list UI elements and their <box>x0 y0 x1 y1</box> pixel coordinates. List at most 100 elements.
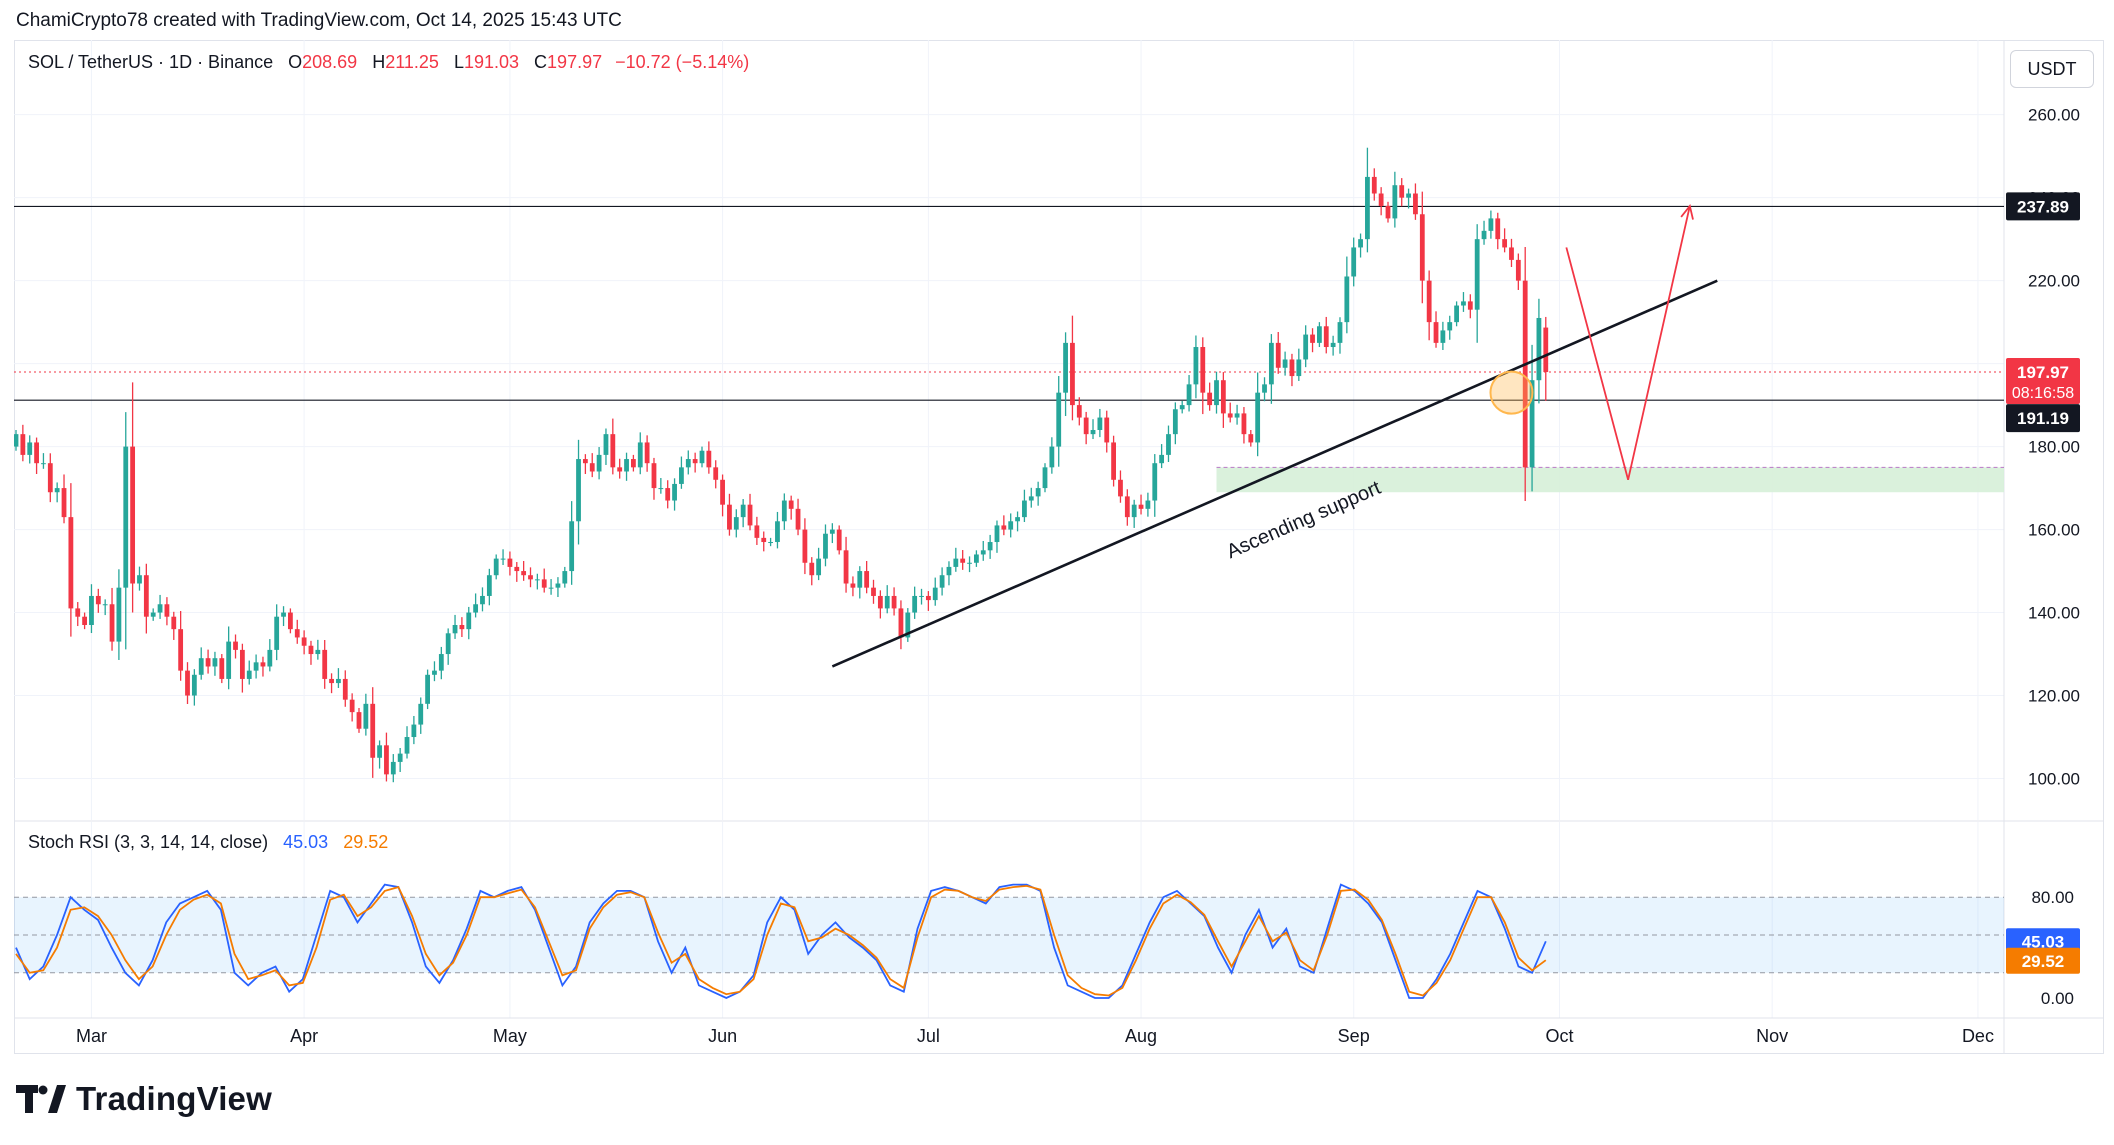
candle-body <box>1193 347 1199 385</box>
candle-body <box>1385 205 1391 219</box>
candle-body <box>246 670 252 679</box>
candle-body <box>1262 384 1267 393</box>
candle-body <box>1515 259 1521 281</box>
candle-body <box>871 587 876 596</box>
candle-body <box>1138 504 1144 509</box>
candle-body <box>802 529 808 563</box>
tradingview-brand: TradingView <box>16 1080 272 1118</box>
candle-body <box>1378 193 1384 206</box>
candle-body <box>1351 247 1357 277</box>
candle-body <box>336 678 341 684</box>
candle-body <box>932 587 938 601</box>
candle-body <box>953 558 959 567</box>
candle-body <box>836 529 842 551</box>
candle-body <box>157 604 163 613</box>
candle-body <box>1118 479 1123 497</box>
candle-body <box>178 629 184 671</box>
close-label: C <box>534 52 548 72</box>
stoch-rsi-tick-label: 0.00 <box>2041 989 2074 1008</box>
currency-button[interactable]: USDT <box>2010 50 2094 88</box>
projection-arrowhead <box>1680 203 1694 220</box>
candle-body <box>1330 342 1336 348</box>
candle-body <box>905 612 911 638</box>
candle-body <box>610 434 616 468</box>
symbol-legend[interactable]: SOL / TetherUS · 1D · Binance O208.69 H2… <box>28 52 749 73</box>
candle-body <box>980 550 986 555</box>
candle-body <box>1495 218 1501 240</box>
candle-body <box>1214 380 1219 406</box>
candle-body <box>617 467 623 472</box>
price-tag-last-label: 197.97 <box>2017 363 2069 382</box>
price-tick-label: 120.00 <box>2028 687 2080 706</box>
candle-body <box>390 761 396 775</box>
time-tick-label: May <box>493 1026 527 1046</box>
candle-body <box>548 587 554 589</box>
candle-body <box>226 641 232 679</box>
candle-body <box>301 637 307 646</box>
candle-body <box>75 608 81 617</box>
candle-body <box>823 533 828 559</box>
candle-body <box>569 521 575 572</box>
candle-body <box>541 579 547 588</box>
candle-body <box>1268 342 1274 385</box>
candle-body <box>109 604 115 642</box>
candle-body <box>466 612 472 630</box>
candle-body <box>740 504 746 518</box>
ascending-support-trendline <box>831 279 1718 668</box>
candle-body <box>1022 500 1027 518</box>
support-zone-rect <box>1216 467 2004 493</box>
candle-body <box>1447 322 1453 331</box>
symbol-name: SOL / TetherUS · 1D · Binance <box>28 52 274 72</box>
candle-body <box>1454 305 1459 323</box>
candle-body <box>288 612 293 630</box>
candle-body <box>747 504 753 526</box>
candle-body <box>912 595 918 613</box>
candle-body <box>1344 276 1350 323</box>
candle-body <box>89 595 94 625</box>
price-tag-resistance-label: 237.89 <box>2017 197 2069 216</box>
candle-body <box>967 562 972 564</box>
candle-body <box>1481 230 1487 240</box>
candle-body <box>1001 525 1007 530</box>
time-tick-label: Nov <box>1756 1026 1788 1046</box>
projection-path <box>1565 205 1691 481</box>
candle-body <box>294 629 300 638</box>
candle-body <box>1289 359 1295 377</box>
time-tick-label: Aug <box>1125 1026 1157 1046</box>
candle-body <box>720 479 725 505</box>
candle-body <box>1124 496 1130 518</box>
candle-body <box>891 595 897 609</box>
candle-body <box>1049 446 1055 468</box>
candle-body <box>349 699 355 713</box>
candle-body <box>363 703 369 729</box>
candle-body <box>486 575 492 596</box>
candle-body <box>185 670 190 696</box>
candle-body <box>987 542 993 551</box>
candle-body <box>665 488 671 501</box>
candle-body <box>1179 405 1185 410</box>
stoch-d-tag-label: 29.52 <box>2022 952 2065 971</box>
candle-body <box>130 446 136 584</box>
candle-body <box>596 454 602 472</box>
candle-body <box>1145 500 1151 509</box>
candle-body <box>61 488 67 518</box>
candle-body <box>473 604 479 613</box>
time-tick-label: Jul <box>917 1026 940 1046</box>
candle-body <box>1008 521 1014 530</box>
candle-body <box>137 575 142 584</box>
candle-body <box>528 575 533 580</box>
candle-body <box>1303 334 1309 360</box>
candle-body <box>877 595 883 609</box>
candle-body <box>377 745 382 758</box>
candle-body <box>781 500 787 522</box>
candle-body <box>1337 322 1343 343</box>
candle-body <box>534 579 540 581</box>
stoch-rsi-legend[interactable]: Stoch RSI (3, 3, 14, 14, close) 45.03 29… <box>28 832 388 853</box>
candle-body <box>1275 342 1281 368</box>
candle-body <box>171 616 177 630</box>
time-tick-label: Jun <box>708 1026 737 1046</box>
candle-body <box>1529 380 1535 468</box>
candle-body <box>733 517 739 530</box>
candle-body <box>432 670 437 675</box>
